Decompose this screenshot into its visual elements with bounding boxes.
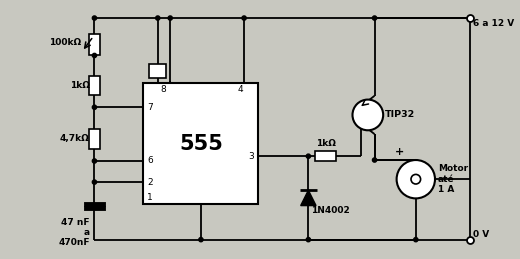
Text: 2: 2 — [147, 178, 153, 186]
Circle shape — [199, 238, 203, 242]
Circle shape — [414, 238, 418, 242]
Circle shape — [397, 160, 435, 198]
Bar — [89, 34, 100, 55]
Bar — [149, 64, 166, 78]
Bar — [89, 76, 100, 95]
Circle shape — [372, 158, 376, 162]
Circle shape — [411, 174, 421, 184]
Circle shape — [372, 16, 376, 20]
Text: +: + — [395, 147, 404, 157]
Text: 7: 7 — [147, 103, 153, 112]
Text: 100kΩ: 100kΩ — [49, 39, 81, 47]
Bar — [144, 83, 258, 204]
Text: 1kΩ: 1kΩ — [316, 139, 335, 148]
Text: 0 V: 0 V — [473, 230, 490, 239]
Circle shape — [306, 154, 310, 158]
Circle shape — [306, 238, 310, 242]
Polygon shape — [301, 190, 316, 206]
Circle shape — [93, 16, 97, 20]
Circle shape — [155, 16, 160, 20]
Circle shape — [93, 180, 97, 184]
Circle shape — [168, 16, 172, 20]
Circle shape — [467, 16, 472, 20]
Text: 8: 8 — [161, 85, 166, 95]
Bar — [89, 129, 100, 148]
Text: 6 a 12 V: 6 a 12 V — [473, 19, 515, 28]
Text: 4,7kΩ: 4,7kΩ — [60, 134, 89, 143]
Circle shape — [242, 16, 246, 20]
Circle shape — [93, 105, 97, 109]
Text: 4: 4 — [237, 85, 243, 95]
Circle shape — [93, 159, 97, 163]
Bar — [315, 152, 336, 161]
Text: 47 nF
a
470nF: 47 nF a 470nF — [58, 218, 89, 247]
Text: 6: 6 — [147, 156, 153, 166]
Text: Motor
até
1 A: Motor até 1 A — [438, 164, 468, 194]
Circle shape — [353, 100, 383, 130]
Text: 1kΩ: 1kΩ — [70, 81, 89, 90]
Text: TIP32: TIP32 — [385, 110, 415, 119]
Circle shape — [93, 53, 97, 57]
Text: 3: 3 — [248, 152, 254, 161]
Text: 555: 555 — [179, 134, 223, 154]
Text: 1: 1 — [147, 193, 153, 202]
Text: 1N4002: 1N4002 — [311, 206, 350, 215]
